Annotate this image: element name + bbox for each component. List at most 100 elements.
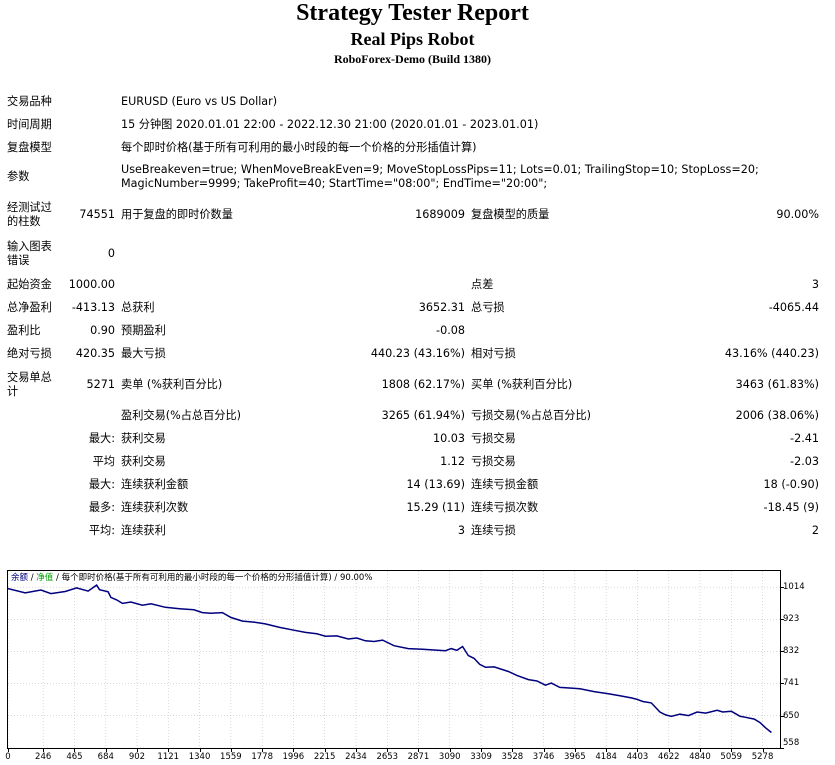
row-maximal-consecutive: 最多: 连续获利次数 15.29 (11) 连续亏损次数 -18.45 (9) — [4, 496, 822, 519]
x-tick-label: 1340 — [188, 752, 211, 762]
y-tick-label: 1014 — [783, 582, 805, 593]
x-tick-mark — [105, 749, 107, 752]
x-tick-mark — [293, 749, 295, 752]
symbol-label: 交易品种 — [7, 94, 52, 108]
max-consec-losses-value: 18 (-0.90) — [763, 477, 819, 491]
y-tick-label: 650 — [783, 710, 800, 721]
x-tick-label: 5059 — [720, 752, 743, 762]
x-tick-mark — [449, 749, 451, 752]
balance-legend: 余额 — [11, 573, 29, 583]
avg-consec-wins-value: 3 — [457, 523, 465, 537]
maximal-losses-label: 连续亏损次数 — [471, 500, 539, 514]
rel-dd-value: 43.16% (440.23) — [724, 346, 819, 360]
payoff-label: 预期盈利 — [121, 323, 166, 337]
bars-label: 经测试过的柱数 — [7, 200, 52, 228]
y-tick-mark — [781, 748, 784, 749]
net-value: -413.13 — [71, 300, 115, 314]
x-tick-label: 5278 — [751, 752, 774, 762]
pf-value: 0.90 — [90, 323, 115, 337]
equity-legend: 净值 — [36, 573, 54, 583]
gross-loss-label: 总亏损 — [471, 300, 505, 314]
ticks-label: 用于复盘的即时价数量 — [121, 207, 233, 221]
params-label: 参数 — [7, 170, 30, 183]
x-tick-label: 4840 — [689, 752, 711, 762]
x-tick-label: 3528 — [501, 752, 524, 762]
short-value: 1808 (62.17%) — [381, 377, 465, 391]
report-title: Strategy Tester Report — [296, 0, 529, 26]
x-tick-label: 1559 — [220, 752, 242, 762]
x-tick-mark — [543, 749, 545, 752]
report-table: 交易品种 EURUSD (Euro vs US Dollar) 时间周期 15 … — [4, 90, 822, 542]
x-tick-mark — [8, 749, 9, 752]
largest-loss-label: 亏损交易 — [471, 431, 516, 445]
quality-label: 复盘模型的质量 — [471, 207, 550, 221]
avg-consec-losses-value: 2 — [811, 523, 819, 537]
chart-grid — [8, 571, 780, 748]
loss-trades-value: 2006 (38.06%) — [735, 408, 819, 422]
x-tick-label: 2653 — [376, 752, 399, 762]
average-profit-label: 获利交易 — [121, 454, 166, 468]
x-tick-mark — [168, 749, 170, 752]
long-label: 买单 (%获利百分比) — [471, 377, 573, 391]
row-period: 时间周期 15 分钟图 2020.01.01 22:00 - 2022.12.3… — [4, 113, 822, 136]
row-average-consecutive: 平均: 连续获利 3 连续亏损 2 — [4, 519, 822, 542]
average-loss-value: -2.03 — [790, 454, 819, 468]
x-tick-label: 2871 — [407, 752, 430, 762]
largest-profit-label: 获利交易 — [121, 431, 166, 445]
total-trades-label: 交易单总计 — [7, 370, 52, 398]
gross-loss-value: -4065.44 — [768, 300, 819, 314]
x-tick-mark — [637, 749, 639, 752]
row-largest: 最大: 获利交易 10.03 亏损交易 -2.41 — [4, 427, 822, 450]
row-profit-trades: 盈利交易(%占总百分比) 3265 (61.94%) 亏损交易(%占总百分比) … — [4, 404, 822, 427]
x-tick-label: 3746 — [532, 752, 555, 762]
x-tick-mark — [606, 749, 608, 752]
row-average: 平均 获利交易 1.12 亏损交易 -2.03 — [4, 450, 822, 473]
net-label: 总净盈利 — [7, 300, 52, 314]
payoff-value: -0.08 — [436, 323, 465, 337]
x-tick-label: 902 — [128, 752, 146, 762]
row-total-trades: 交易单总计 5271 卖单 (%获利百分比) 1808 (62.17%) 买单 … — [4, 365, 822, 404]
maximal-wins-label: 连续获利次数 — [121, 500, 189, 514]
quality-value: 90.00% — [776, 207, 819, 221]
x-tick-mark — [762, 749, 764, 752]
x-tick-mark — [731, 749, 733, 752]
spread-label: 点差 — [471, 277, 494, 291]
y-tick-label: 923 — [783, 614, 800, 625]
row-bars: 经测试过的柱数 74551 用于复盘的即时价数量 1689009 复盘模型的质量… — [4, 195, 822, 234]
y-tick-mark — [781, 587, 784, 589]
gross-profit-label: 总获利 — [121, 300, 155, 314]
x-tick-mark — [418, 749, 420, 752]
avg-consec-label: 平均: — [88, 523, 115, 537]
row-profit-factor: 盈利比 0.90 预期盈利 -0.08 — [4, 319, 822, 342]
x-tick-label: 3090 — [438, 752, 461, 762]
period-value: 15 分钟图 2020.01.01 22:00 - 2022.12.30 21:… — [121, 117, 539, 131]
model-value: 每个即时价格(基于所有可利用的最小时段的每一个价格的分形插值计算) — [121, 140, 477, 154]
x-tick-mark — [668, 749, 670, 752]
symbol-value: EURUSD (Euro vs US Dollar) — [121, 94, 278, 108]
bars-value: 74551 — [79, 207, 115, 221]
largest-profit-value: 10.03 — [432, 431, 465, 445]
profit-trades-value: 3265 (61.94%) — [381, 408, 465, 422]
x-tick-label: 465 — [66, 752, 83, 762]
x-tick-mark — [481, 749, 483, 752]
x-tick-mark — [262, 749, 264, 752]
maximal-label: 最多: — [88, 500, 115, 514]
y-tick-mark — [781, 619, 784, 621]
x-tick-label: 684 — [97, 752, 114, 762]
max-dd-label: 最大亏损 — [121, 346, 166, 360]
maximal-losses-value: -18.45 (9) — [763, 500, 819, 514]
max-consec-label: 最大: — [88, 477, 115, 491]
row-model: 复盘模型 每个即时价格(基于所有可利用的最小时段的每一个价格的分形插值计算) — [4, 136, 822, 159]
gross-profit-value: 3652.31 — [418, 300, 465, 314]
x-tick-label: 2434 — [345, 752, 367, 762]
y-tick-label: 832 — [783, 646, 800, 657]
row-deposit: 起始资金 1000.00 点差 3 — [4, 273, 822, 296]
x-tick-mark — [699, 749, 701, 752]
maximal-wins-value: 15.29 (11) — [406, 500, 465, 514]
long-value: 3463 (61.83%) — [735, 377, 819, 391]
avg-consec-wins-label: 连续获利 — [121, 523, 166, 537]
loss-trades-label: 亏损交易(%占总百分比) — [471, 408, 592, 422]
model-legend: 每个即时价格(基于所有可利用的最小时段的每一个价格的分形插值计算) / 90.0… — [61, 573, 373, 583]
abs-dd-value: 420.35 — [75, 346, 115, 360]
x-tick-mark — [355, 749, 357, 752]
